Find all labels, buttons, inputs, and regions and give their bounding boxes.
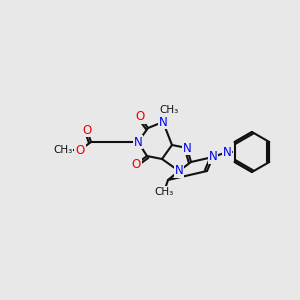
- Text: N: N: [208, 151, 217, 164]
- Text: CH₃: CH₃: [154, 187, 174, 197]
- Text: N: N: [175, 164, 183, 178]
- Text: N: N: [183, 142, 191, 154]
- Text: N: N: [134, 136, 142, 148]
- Text: N: N: [159, 116, 167, 128]
- Text: O: O: [75, 143, 85, 157]
- Text: N: N: [223, 146, 231, 158]
- Text: O: O: [135, 110, 145, 124]
- Text: O: O: [131, 158, 141, 170]
- Text: CH₃: CH₃: [53, 145, 73, 155]
- Text: CH₃: CH₃: [159, 105, 178, 115]
- Text: O: O: [82, 124, 91, 136]
